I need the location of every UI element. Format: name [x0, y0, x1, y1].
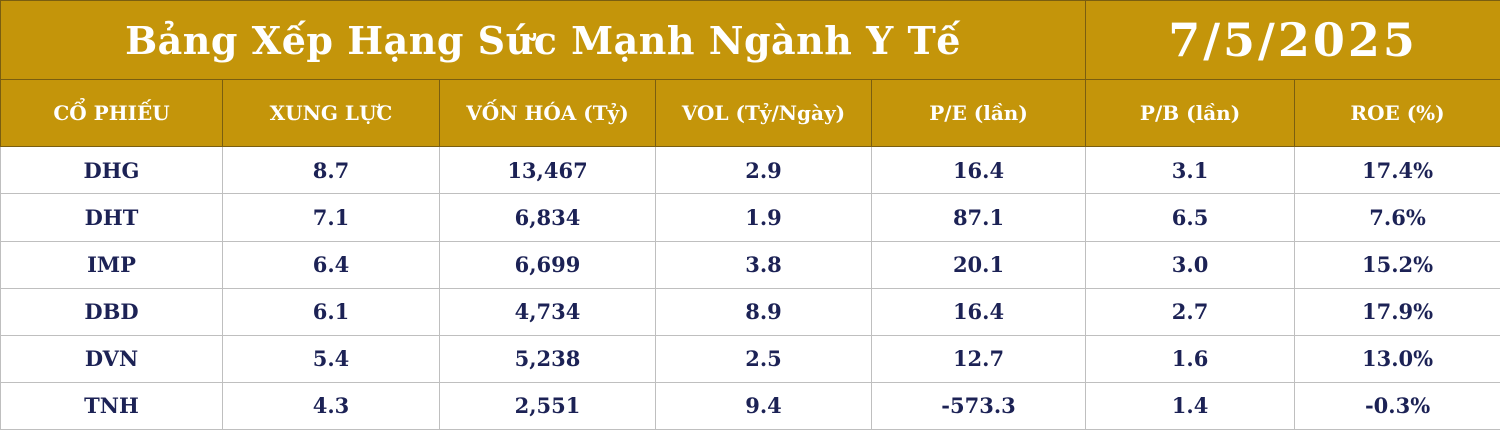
momentum-cell: 5.4 [222, 334, 440, 383]
table-row: TNH 4.3 2,551 9.4 -573.3 1.4 -0.3% [0, 381, 1500, 430]
market-cap-cell: 6,699 [439, 240, 656, 289]
momentum-cell: 4.3 [222, 381, 440, 430]
pe-cell: 20.1 [870, 240, 1087, 289]
column-header-roe: ROE (%) [1294, 79, 1500, 148]
column-header-ticker: CỔ PHIẾU [0, 79, 223, 148]
ticker-cell: DBD [0, 287, 223, 336]
pb-cell: 2.7 [1085, 287, 1296, 336]
roe-cell: 7.6% [1294, 193, 1500, 242]
ticker-cell: IMP [0, 240, 223, 289]
momentum-cell: 7.1 [222, 193, 440, 242]
table-row: DHG 8.7 13,467 2.9 16.4 3.1 17.4% [0, 146, 1500, 195]
market-cap-cell: 6,834 [439, 193, 656, 242]
title-row: Bảng Xếp Hạng Sức Mạnh Ngành Y Tế 7/5/20… [0, 0, 1500, 81]
market-cap-cell: 13,467 [439, 146, 656, 195]
roe-cell: 17.9% [1294, 287, 1500, 336]
table-row: DBD 6.1 4,734 8.9 16.4 2.7 17.9% [0, 287, 1500, 336]
roe-cell: 15.2% [1294, 240, 1500, 289]
table-row: IMP 6.4 6,699 3.8 20.1 3.0 15.2% [0, 240, 1500, 289]
table-title: Bảng Xếp Hạng Sức Mạnh Ngành Y Tế [0, 0, 1087, 81]
report-date: 7/5/2025 [1085, 0, 1500, 81]
volume-cell: 1.9 [655, 193, 872, 242]
column-header-volume: VOL (Tỷ/Ngày) [655, 79, 872, 148]
pb-cell: 3.1 [1085, 146, 1296, 195]
roe-cell: 17.4% [1294, 146, 1500, 195]
momentum-cell: 6.4 [222, 240, 440, 289]
ticker-cell: TNH [0, 381, 223, 430]
column-header-row: CỔ PHIẾU XUNG LỰC VỐN HÓA (Tỷ) VOL (Tỷ/N… [0, 79, 1500, 148]
pe-cell: -573.3 [870, 381, 1087, 430]
momentum-cell: 6.1 [222, 287, 440, 336]
pb-cell: 3.0 [1085, 240, 1296, 289]
column-header-pe: P/E (lần) [870, 79, 1087, 148]
volume-cell: 2.5 [655, 334, 872, 383]
pe-cell: 16.4 [870, 287, 1087, 336]
market-cap-cell: 2,551 [439, 381, 656, 430]
ticker-cell: DHG [0, 146, 223, 195]
volume-cell: 3.8 [655, 240, 872, 289]
volume-cell: 9.4 [655, 381, 872, 430]
ticker-cell: DHT [0, 193, 223, 242]
roe-cell: -0.3% [1294, 381, 1500, 430]
column-header-pb: P/B (lần) [1085, 79, 1296, 148]
pb-cell: 6.5 [1085, 193, 1296, 242]
column-header-market-cap: VỐN HÓA (Tỷ) [439, 79, 656, 148]
momentum-cell: 8.7 [222, 146, 440, 195]
market-cap-cell: 5,238 [439, 334, 656, 383]
roe-cell: 13.0% [1294, 334, 1500, 383]
column-header-momentum: XUNG LỰC [222, 79, 440, 148]
table-row: DHT 7.1 6,834 1.9 87.1 6.5 7.6% [0, 193, 1500, 242]
pe-cell: 87.1 [870, 193, 1087, 242]
pb-cell: 1.6 [1085, 334, 1296, 383]
table-row: DVN 5.4 5,238 2.5 12.7 1.6 13.0% [0, 334, 1500, 383]
market-cap-cell: 4,734 [439, 287, 656, 336]
pe-cell: 16.4 [870, 146, 1087, 195]
volume-cell: 2.9 [655, 146, 872, 195]
pe-cell: 12.7 [870, 334, 1087, 383]
volume-cell: 8.9 [655, 287, 872, 336]
ticker-cell: DVN [0, 334, 223, 383]
pb-cell: 1.4 [1085, 381, 1296, 430]
